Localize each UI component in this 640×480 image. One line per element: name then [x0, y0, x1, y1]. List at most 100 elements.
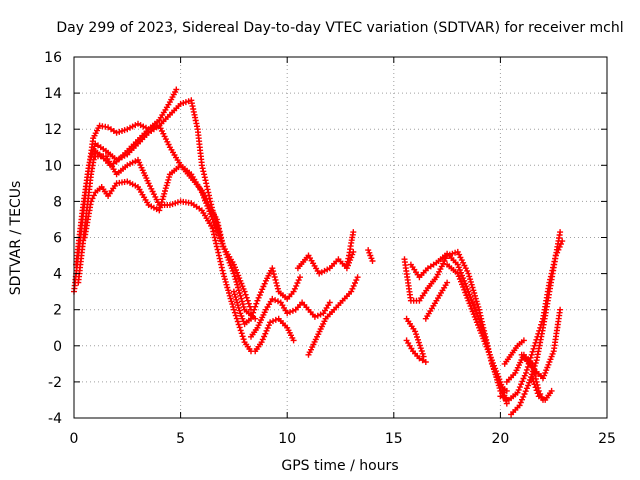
series-arc-8: [252, 315, 297, 355]
data-point: [287, 309, 293, 316]
data-point: [275, 298, 281, 305]
series-arc-2: [73, 97, 227, 268]
data-point: [235, 284, 241, 291]
series-arc-6: [230, 265, 303, 328]
series-arc-3: [75, 122, 259, 322]
data-point: [516, 384, 523, 391]
data-point: [467, 278, 474, 285]
data-point: [237, 327, 244, 334]
data-point: [231, 273, 238, 280]
data-point: [243, 294, 250, 301]
data-point: [274, 285, 281, 292]
data-point: [237, 292, 244, 299]
data-point: [233, 278, 240, 285]
data-point: [204, 202, 211, 209]
data-point: [227, 295, 234, 302]
data-point: [230, 288, 237, 295]
data-point: [269, 295, 276, 302]
y-axis-label: SDTVAR / TECUs: [8, 181, 24, 296]
data-point: [270, 268, 277, 275]
data-point: [422, 359, 429, 365]
series-arc-11: [343, 229, 357, 268]
data-point: [416, 355, 423, 362]
data-point: [348, 288, 355, 295]
data-point: [234, 318, 241, 325]
data-point: [518, 381, 525, 388]
data-point: [531, 342, 538, 349]
data-point: [326, 299, 333, 306]
data-point: [213, 243, 220, 250]
data-point: [232, 312, 239, 319]
data-point: [263, 327, 270, 334]
y-tick-label: 6: [53, 231, 62, 247]
data-point: [250, 309, 257, 316]
data-point: [533, 387, 540, 394]
data-point: [150, 124, 157, 131]
data-point: [162, 188, 168, 194]
data-point: [461, 286, 468, 293]
data-point: [557, 306, 564, 313]
data-point: [521, 372, 528, 379]
axis-ticks: 0 5 10 15 20 25 -4 -2 0 2 4 6 8 10 12 14 16: [44, 50, 616, 447]
data-point: [241, 288, 248, 295]
data-point: [256, 292, 263, 298]
data-point: [419, 357, 426, 364]
data-point: [529, 348, 536, 355]
series-arc-12: [365, 247, 376, 264]
data-point: [259, 286, 266, 293]
series-arc-9: [305, 274, 361, 358]
data-point: [161, 133, 168, 140]
data-point: [246, 303, 253, 310]
data-point: [209, 216, 216, 223]
data-point: [475, 303, 482, 310]
data-point: [369, 258, 376, 264]
x-axis-label: GPS time / hours: [281, 458, 398, 474]
data-point: [297, 274, 303, 281]
data-point: [253, 300, 260, 307]
data-point: [352, 280, 358, 286]
data-point: [420, 353, 427, 360]
x-tick-label: 0: [70, 431, 79, 447]
data-point: [472, 292, 478, 299]
data-point: [236, 290, 243, 296]
data-point: [240, 336, 247, 343]
data-point: [465, 288, 472, 295]
data-point: [235, 321, 242, 328]
data-point: [261, 280, 268, 287]
series-arc-5: [92, 153, 254, 355]
data-point: [162, 185, 169, 192]
data-point: [530, 345, 537, 352]
data-point: [418, 348, 425, 354]
data-point: [249, 312, 255, 319]
series-arc-17: [422, 279, 451, 322]
series-arc-4: [81, 162, 254, 313]
data-point: [267, 319, 274, 326]
data-point: [198, 189, 205, 196]
y-tick-label: 12: [44, 122, 62, 138]
data-point: [444, 279, 451, 286]
y-tick-label: -4: [48, 411, 62, 427]
data-point: [523, 385, 530, 392]
data-point: [367, 252, 374, 259]
data-point: [198, 162, 205, 169]
y-tick-label: 8: [53, 194, 62, 210]
data-point: [270, 318, 276, 325]
chart-title: Day 299 of 2023, Sidereal Day-to-day VTE…: [56, 20, 623, 36]
data-point: [465, 270, 472, 277]
data-point: [532, 360, 539, 366]
series-arc-18: [444, 261, 510, 407]
y-tick-label: 2: [53, 303, 62, 319]
series-arc-15: [403, 315, 427, 360]
data-point: [294, 280, 301, 286]
data-point: [273, 279, 280, 286]
data-point: [269, 265, 276, 272]
data-point: [226, 292, 233, 299]
data-point: [531, 381, 538, 388]
y-tick-label: 0: [53, 339, 62, 355]
data-point: [159, 196, 166, 203]
data-point: [314, 312, 321, 319]
data-point: [529, 375, 536, 382]
data-point: [293, 282, 300, 289]
data-point: [535, 393, 542, 400]
